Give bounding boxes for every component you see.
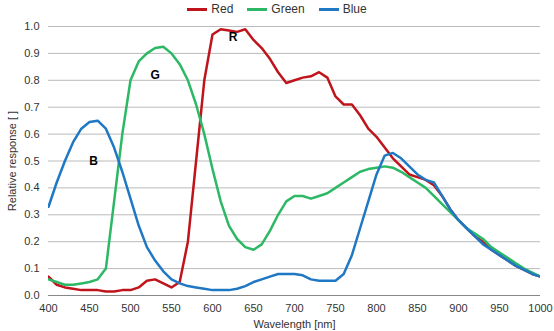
svg-text:900: 900	[449, 302, 467, 314]
svg-text:950: 950	[490, 302, 508, 314]
html-text:Green: Green	[271, 2, 305, 16]
svg-text:B: B	[89, 154, 98, 168]
svg-text:800: 800	[367, 302, 385, 314]
svg-text:0.3: 0.3	[24, 208, 39, 220]
svg-text:600: 600	[203, 302, 221, 314]
svg-text:0.2: 0.2	[24, 235, 39, 247]
svg-text:G: G	[150, 68, 159, 82]
svg-text:400: 400	[39, 302, 57, 314]
svg-text:550: 550	[162, 302, 180, 314]
svg-text:0.4: 0.4	[24, 181, 39, 193]
svg-text:0.6: 0.6	[24, 128, 39, 140]
svg-text:Relative response [ ]: Relative response [ ]	[6, 111, 18, 211]
svg-text:750: 750	[326, 302, 344, 314]
svg-text:0.5: 0.5	[24, 155, 39, 167]
svg-text:650: 650	[244, 302, 262, 314]
svg-text:1.0: 1.0	[24, 20, 39, 32]
svg-text:0.9: 0.9	[24, 47, 39, 59]
svg-text:R: R	[229, 30, 238, 44]
svg-text:Wavelength [nm]: Wavelength [nm]	[253, 318, 335, 330]
svg-text:0.7: 0.7	[24, 101, 39, 113]
svg-text:0.1: 0.1	[24, 262, 39, 274]
svg-text:500: 500	[121, 302, 139, 314]
svg-text:0.0: 0.0	[24, 289, 39, 301]
svg-text:850: 850	[408, 302, 426, 314]
html-text:Blue: Blue	[342, 2, 367, 16]
svg-text:700: 700	[285, 302, 303, 314]
svg-text:1000: 1000	[528, 302, 552, 314]
svg-text:450: 450	[80, 302, 98, 314]
html-text:Red: Red	[211, 2, 234, 16]
svg-text:0.8: 0.8	[24, 74, 39, 86]
